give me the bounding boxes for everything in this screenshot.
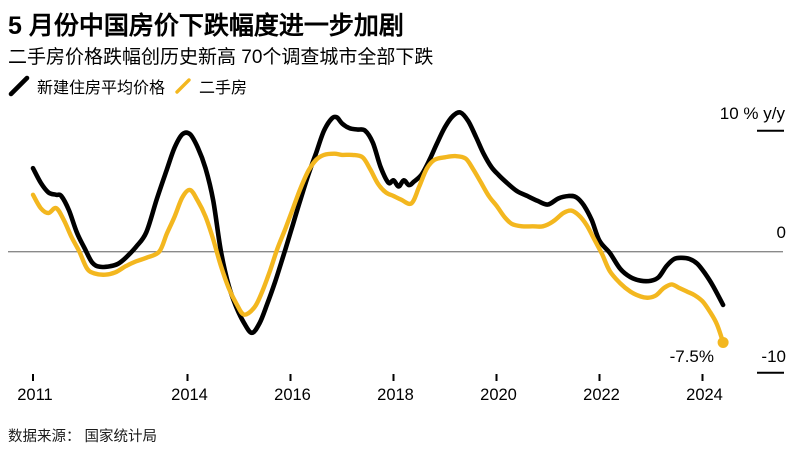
x-tick-label-2016: 2016	[274, 386, 311, 404]
black-line-swatch-icon	[8, 75, 30, 97]
y-axis-label-10: 10 % y/y	[719, 104, 785, 123]
series-line-new-homes	[30, 110, 726, 336]
series-end-dot	[717, 336, 729, 348]
last-value-annotation: -7.5%	[669, 347, 714, 366]
x-tick-label-2022: 2022	[583, 386, 620, 404]
source-note: 数据来源： 国家统计局	[8, 429, 158, 445]
legend: 新建住房平均价格 二手房	[8, 74, 247, 98]
x-tick-label-2014: 2014	[171, 386, 208, 404]
legend-item-second-hand: 二手房	[174, 74, 247, 98]
x-tick-label-2011: 2011	[17, 386, 53, 404]
page-subtitle: 二手房价格跌幅创历史新高 70个调查城市全部下跌	[8, 47, 434, 68]
y-axis-label-minus10: -10	[761, 347, 786, 366]
x-tick-label-2020: 2020	[480, 386, 517, 404]
legend-item-new-homes: 新建住房平均价格	[8, 74, 165, 98]
y-axis-label-0: 0	[776, 223, 786, 242]
page-title: 5 月份中国房价下跌幅度进一步加剧	[8, 12, 404, 40]
legend-label-new-homes: 新建住房平均价格	[37, 80, 166, 97]
series-line-second-hand	[30, 151, 726, 345]
x-tick-label-2018: 2018	[377, 386, 414, 404]
legend-label-second-hand: 二手房	[199, 80, 248, 97]
x-tick-label-2024: 2024	[686, 386, 723, 404]
yellow-line-swatch-icon	[175, 78, 191, 94]
